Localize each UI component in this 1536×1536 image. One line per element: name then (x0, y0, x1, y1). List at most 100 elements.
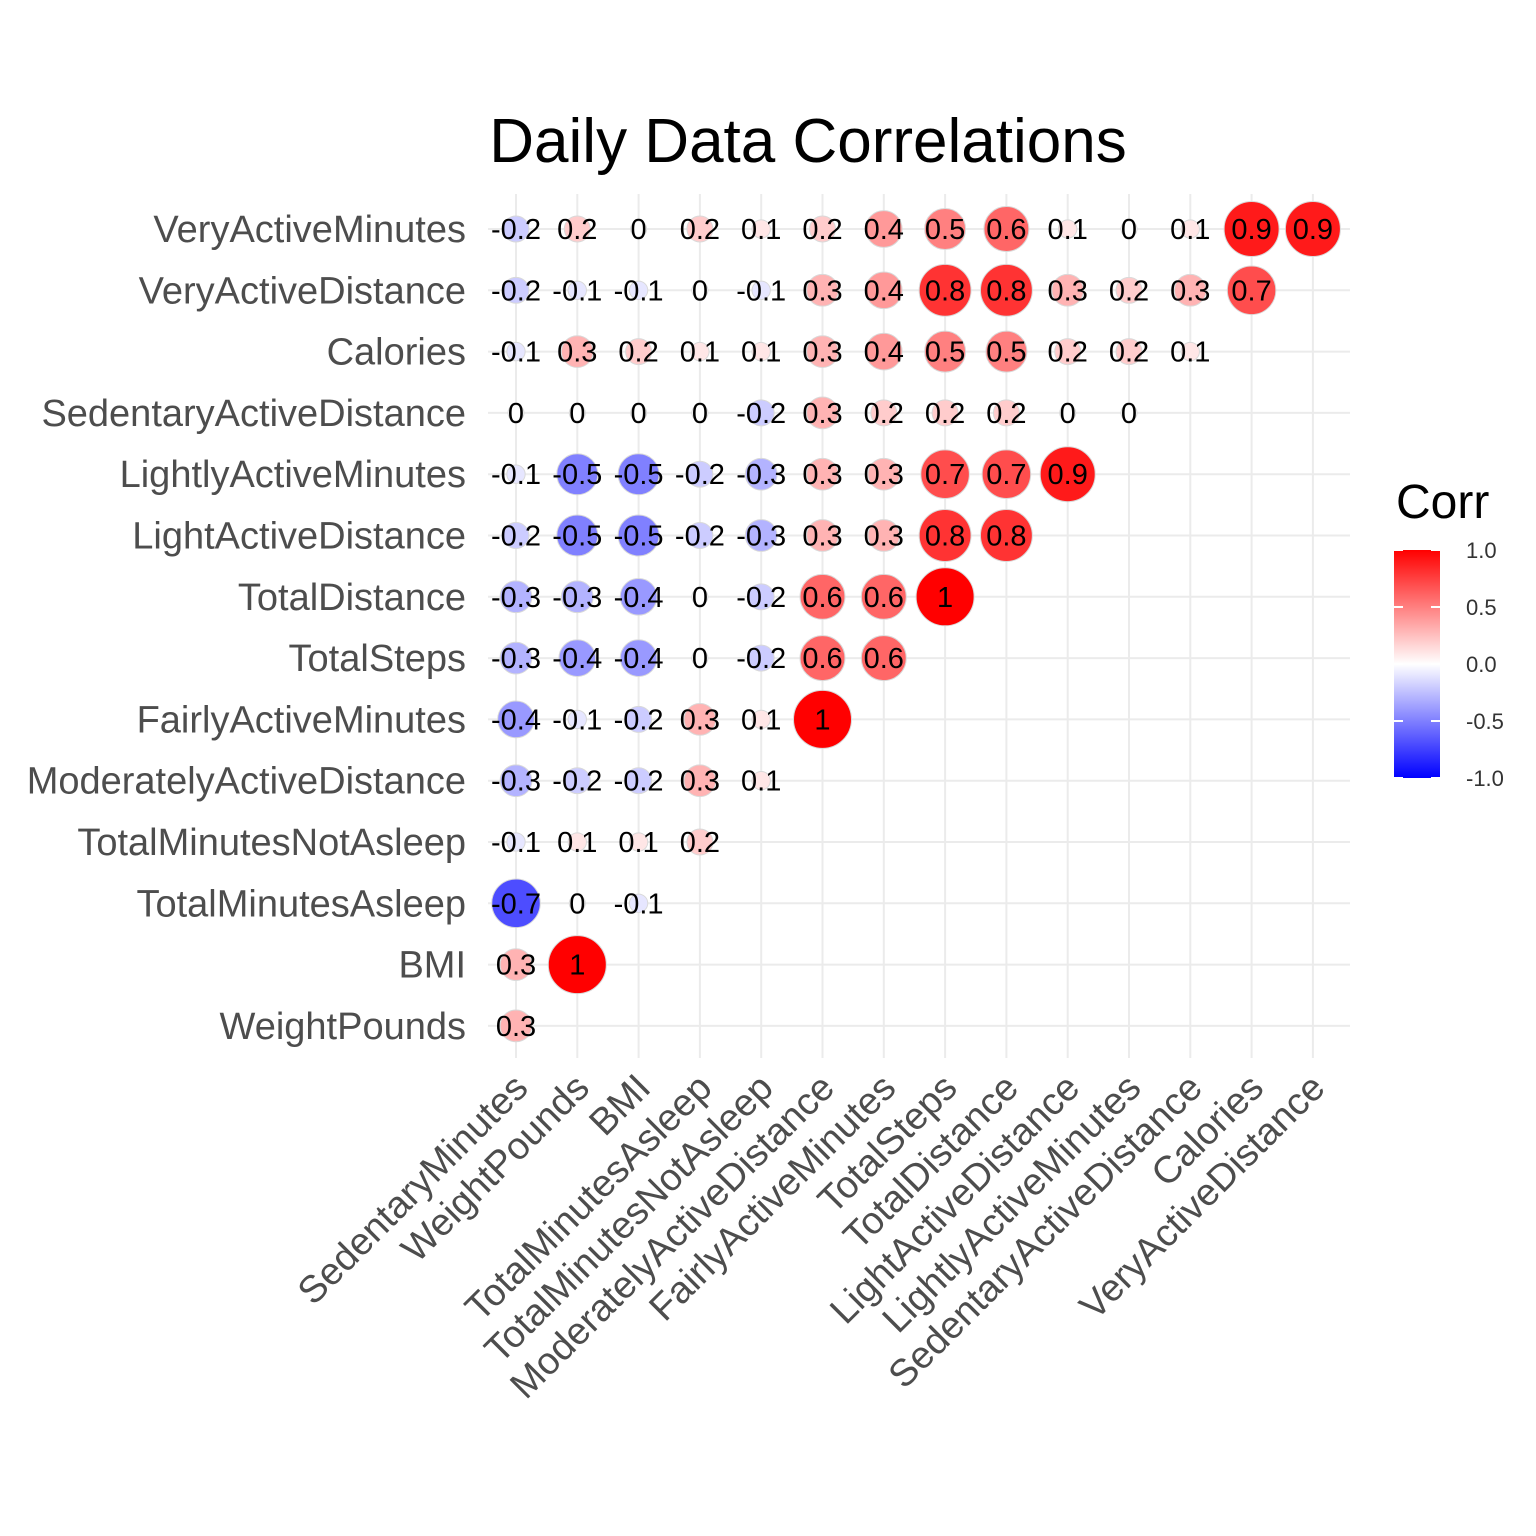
corr-value-label: -0.4 (614, 582, 664, 614)
corr-circle (499, 580, 533, 614)
corr-value-label: -0.1 (552, 704, 602, 736)
corr-circle (499, 641, 533, 675)
corr-value-label: 1 (937, 582, 953, 614)
corr-circle (563, 215, 591, 243)
corr-circle (864, 332, 903, 371)
corr-circle (799, 573, 846, 620)
corr-value-label: 0.2 (864, 398, 904, 430)
corr-value-label: 0.5 (925, 214, 965, 246)
corr-value-label: 0.4 (864, 214, 904, 246)
corr-circle (619, 639, 658, 677)
corr-value-label: -0.3 (552, 582, 602, 614)
y-axis-label: BMI (398, 945, 466, 987)
corr-value-label: 0.7 (1231, 275, 1271, 307)
y-axis-label: LightActiveDistance (132, 516, 466, 558)
y-axis-label: ModeratelyActiveDistance (27, 761, 466, 803)
y-axis-label: VeryActiveDistance (139, 270, 466, 312)
corr-value-label: 0 (508, 398, 524, 430)
corr-value-label: 0.1 (1170, 337, 1210, 369)
corr-circle (931, 399, 959, 427)
corr-circle (568, 404, 586, 422)
corr-circle (630, 220, 648, 238)
corr-circle (806, 519, 839, 552)
corr-circle (560, 580, 594, 614)
corr-value-label: 0 (1121, 398, 1137, 430)
corr-value-label: 0.2 (1048, 337, 1088, 369)
corr-value-label: 1 (814, 704, 830, 736)
corr-value-label: 0.9 (1293, 214, 1333, 246)
corr-value-label: 0.3 (557, 337, 597, 369)
corr-circle (628, 893, 649, 913)
corr-circle (556, 514, 599, 557)
y-axis-label: WeightPounds (220, 1006, 466, 1048)
corr-circle (507, 404, 525, 422)
corr-value-label: 0.2 (618, 337, 658, 369)
corr-circle (625, 705, 653, 733)
corr-circle (867, 519, 901, 552)
corr-circle (747, 644, 775, 672)
corr-value-label: -0.5 (552, 521, 602, 553)
corr-circle (691, 649, 709, 667)
corr-circle (799, 635, 846, 682)
corr-value-label: -0.2 (491, 214, 541, 246)
corr-value-label: -0.3 (491, 582, 541, 614)
corr-circle (983, 206, 1030, 252)
corr-value-label: 0.1 (618, 827, 658, 859)
corr-value-label: -0.1 (491, 337, 541, 369)
corr-circle (751, 771, 771, 791)
corr-circle (918, 263, 972, 317)
corr-value-label: -0.4 (552, 643, 602, 675)
corr-circle (864, 271, 903, 310)
corr-circle (497, 700, 535, 739)
y-axis-label: SedentaryActiveDistance (41, 393, 466, 435)
corr-circle (556, 453, 599, 496)
corr-value-label: -0.2 (614, 704, 664, 736)
corr-circle (499, 948, 533, 981)
corr-value-label: 0 (631, 398, 647, 430)
corr-value-label: 0.2 (925, 398, 965, 430)
corr-circle (686, 522, 714, 549)
corr-value-label: 0.3 (680, 766, 720, 798)
corr-value-label: -0.1 (491, 459, 541, 491)
corr-value-label: -0.1 (614, 888, 664, 920)
corr-value-label: 0.1 (741, 337, 781, 369)
corr-value-label: -0.2 (491, 275, 541, 307)
y-axis-label: TotalMinutesNotAsleep (77, 822, 466, 864)
corr-circle (924, 207, 967, 251)
corr-circle (502, 522, 530, 549)
corr-value-label: 0 (631, 214, 647, 246)
corr-circle (1284, 200, 1341, 258)
corr-value-label: -0.1 (736, 275, 786, 307)
corr-circle (506, 341, 526, 362)
corr-value-label: 0.1 (741, 214, 781, 246)
corr-circle (625, 767, 653, 795)
corr-value-label: -0.4 (614, 643, 664, 675)
corr-circle (793, 689, 852, 749)
corr-value-label: -0.5 (552, 459, 602, 491)
corr-circle (806, 396, 839, 430)
y-axis-label: FairlyActiveMinutes (137, 699, 466, 741)
corr-circle (981, 449, 1032, 499)
corr-circle (924, 330, 967, 373)
corr-value-label: 0 (692, 398, 708, 430)
corr-circle (1223, 200, 1280, 258)
corr-value-label: 0.1 (1048, 214, 1088, 246)
corr-value-label: 0.1 (557, 827, 597, 859)
corr-circle (870, 399, 898, 427)
legend-tick-label: 0.5 (1466, 595, 1497, 620)
corr-value-label: 0 (1121, 214, 1137, 246)
corr-circle (867, 457, 901, 491)
corr-value-label: 0.3 (802, 521, 842, 553)
corr-circle (744, 519, 778, 552)
corr-value-label: 0.1 (741, 704, 781, 736)
corr-circle (1120, 220, 1138, 238)
corr-circle (691, 588, 709, 606)
corr-value-label: -0.2 (736, 582, 786, 614)
corr-value-label: 0.3 (496, 1011, 536, 1043)
corr-circle (630, 404, 648, 422)
corr-value-label: 0.2 (680, 214, 720, 246)
legend-tick-label: -1.0 (1466, 766, 1504, 791)
corr-circle (860, 573, 907, 620)
corr-value-label: -0.3 (736, 459, 786, 491)
